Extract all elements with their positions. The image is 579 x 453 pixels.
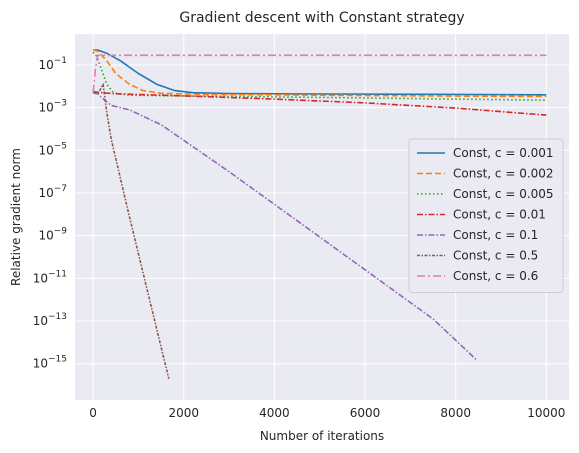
y-tick-base: 10 bbox=[33, 357, 48, 371]
legend-label: Const, c = 0.005 bbox=[453, 187, 554, 201]
legend-label: Const, c = 0.01 bbox=[453, 208, 546, 222]
x-tick-label: 6000 bbox=[350, 406, 381, 420]
y-tick-base: 10 bbox=[38, 229, 53, 243]
legend-label: Const, c = 0.002 bbox=[453, 167, 554, 181]
y-tick-power: −1 bbox=[54, 56, 67, 66]
x-tick-label: 0 bbox=[89, 406, 97, 420]
legend-label: Const, c = 0.6 bbox=[453, 269, 538, 283]
legend-label: Const, c = 0.1 bbox=[453, 228, 538, 242]
x-tick-label: 10000 bbox=[527, 406, 565, 420]
y-tick-base: 10 bbox=[38, 101, 53, 115]
y-tick-base: 10 bbox=[33, 271, 48, 285]
y-tick-base: 10 bbox=[38, 143, 53, 157]
legend: Const, c = 0.001 Const, c = 0.002 Const, c… bbox=[409, 139, 563, 293]
x-tick-label: 8000 bbox=[440, 406, 471, 420]
y-tick-base: 10 bbox=[38, 186, 53, 200]
x-tick-label: 4000 bbox=[259, 406, 290, 420]
y-tick-power: −13 bbox=[48, 312, 67, 322]
y-tick-power: −7 bbox=[54, 184, 67, 194]
y-tick-power: −5 bbox=[54, 141, 67, 151]
y-tick-power: −3 bbox=[54, 99, 67, 109]
x-axis-label: Number of iterations bbox=[260, 429, 384, 443]
y-tick-power: −15 bbox=[48, 355, 67, 365]
y-tick-base: 10 bbox=[38, 58, 53, 72]
chart-title: Gradient descent with Constant strategy bbox=[179, 10, 464, 26]
legend-label: Const, c = 0.001 bbox=[453, 146, 554, 160]
x-tick-label: 2000 bbox=[168, 406, 199, 420]
y-axis-label: Relative gradient norm bbox=[9, 148, 23, 286]
y-tick-power: −11 bbox=[48, 269, 67, 279]
legend-label: Const, c = 0.5 bbox=[453, 249, 538, 263]
y-tick-base: 10 bbox=[33, 314, 48, 328]
y-tick-power: −9 bbox=[54, 227, 68, 237]
